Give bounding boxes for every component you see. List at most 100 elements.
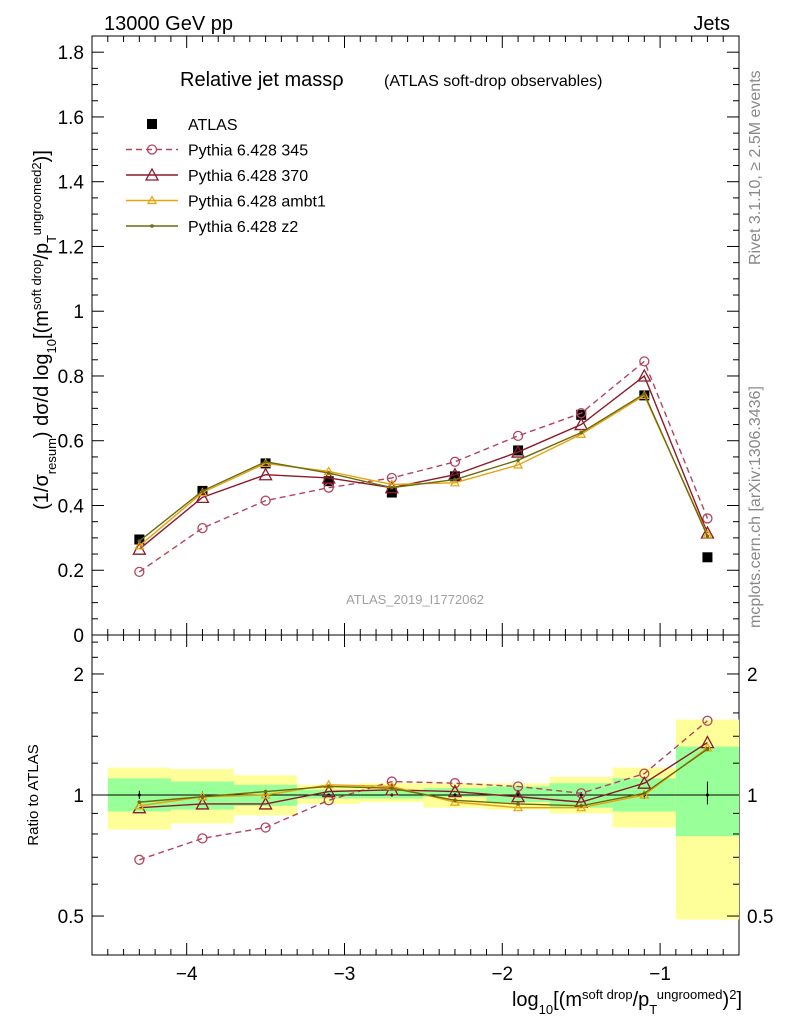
series-3 [134,390,713,550]
data-point [134,566,145,578]
ratio-data-point [137,793,141,797]
ratio-y-axis-title: Ratio to ATLAS [25,744,42,845]
ratio-point [637,775,652,789]
ratio-point [260,822,271,833]
ratio-series-0 [134,715,713,865]
ratio-point [576,788,587,799]
series-line [138,374,709,550]
ratio-y-tick-label-right: 2 [747,665,758,686]
data-point [449,456,461,467]
main-y-tick-label: 0.6 [58,432,84,453]
main-plot-area: 0 0.2 0.4 0.6 0.8 1 1.2 1.4 1.6 1.8 Relative jet … [29,35,740,647]
data-point [513,445,524,456]
data-point [576,409,587,420]
series-4 [137,391,710,543]
data-point [197,523,208,534]
data-point [449,477,460,487]
ratio-data-marks [132,715,715,865]
ratio-point [137,800,142,804]
ratio-point [258,796,273,810]
ratio-point [702,715,713,726]
main-y-tick-label: 1.4 [58,173,85,194]
legend-label: Pythia 6.428 ambt1 [188,194,326,211]
ratio-point [323,795,334,806]
data-point [516,458,520,462]
data-point [510,444,526,458]
legend-marker [146,144,158,155]
ratio-point [326,784,331,789]
main-y-tick-label: 0.8 [58,367,84,388]
ratio-point [449,778,461,789]
data-point [390,485,394,490]
data-point [200,489,205,493]
legend-marker [146,195,158,205]
ratio-data-point [705,793,709,797]
main-y-tick-label: 0.4 [58,496,85,517]
ratio-point [705,747,710,751]
data-point [326,471,331,475]
ratio-point [639,789,650,799]
series-line [138,394,709,547]
data-point [513,459,524,469]
ratio-point [263,789,268,794]
legend-label: ATLAS [188,117,238,134]
ratio-data-point [453,793,457,797]
legend-label: Pythia 6.428 370 [188,168,308,185]
category-label: Jets [693,13,730,35]
data-point [258,467,273,481]
x-tick-label: −3 [334,964,356,985]
data-point [579,430,583,435]
chart-subtitle: (ATLAS soft-drop observables) [384,73,602,90]
ratio-y-tick-label-right: 1 [747,786,758,807]
ratio-point [513,802,524,812]
legend: ATLAS Pythia 6.428 345 Pythia 6.428 370 Pyt… [126,117,326,236]
inner-band [423,788,487,797]
main-y-tick-label: 1 [73,302,84,323]
x-axis-title: log10[(msoft drop/pTungroomed)2] [512,987,742,1017]
ratio-point [576,802,587,812]
ratio-point [195,796,210,810]
ratio-point [390,786,394,790]
ratio-uncertainty-bands [107,719,739,920]
x-tick-label: −1 [649,964,671,985]
ratio-point [579,804,583,808]
ratio-point [260,789,271,799]
ratio-point [200,794,205,799]
data-point [263,459,268,464]
main-y-tick-label: 1.8 [58,43,84,64]
data-point [705,534,710,539]
data-point [453,477,457,482]
main-axes: 0 0.2 0.4 0.6 0.8 1 1.2 1.4 1.6 1.8 [58,35,739,647]
data-point [702,552,713,563]
ratio-y-tick-label: 0.5 [58,907,84,928]
main-y-tick-label: 0 [73,626,84,647]
legend-marker [150,224,154,228]
ratio-y-tick-label: 2 [73,665,84,686]
legend-marker [147,119,157,129]
ratio-series-3 [137,747,710,808]
rivet-label: Rivet 3.1.10, ≥ 2.5M events [747,70,764,265]
ratio-point [197,833,208,844]
data-point [702,513,713,524]
ratio-point [516,802,520,806]
ratio-point [453,798,457,803]
ratio-plot-area: −4 −3 −2 −1 0.5 0.5 1 1 2 2 Ratio to ATLAS [25,634,773,985]
ratio-point [510,789,526,803]
data-point [449,471,460,482]
energy-label: 13000 GeV pp [104,13,233,35]
mcplots-label: mcplots.cern.ch [arXiv:1306.3436] [747,386,764,628]
ratio-point [321,784,336,798]
main-y-axis-title: (1/σresum) dσ/d log10[(msoft drop/pTungr… [29,150,59,510]
ratio-point [134,800,145,810]
main-data-marks [132,356,715,578]
data-point [642,391,647,396]
x-tick-label: −4 [176,964,198,985]
main-y-tick-label: 0.2 [58,561,84,582]
main-y-tick-label: 1.6 [58,108,84,129]
series-2 [132,368,715,555]
ratio-data-point [516,793,520,797]
analysis-id: ATLAS_2019_I1772062 [346,592,484,607]
data-point [512,430,524,442]
legend-marker [144,167,160,181]
